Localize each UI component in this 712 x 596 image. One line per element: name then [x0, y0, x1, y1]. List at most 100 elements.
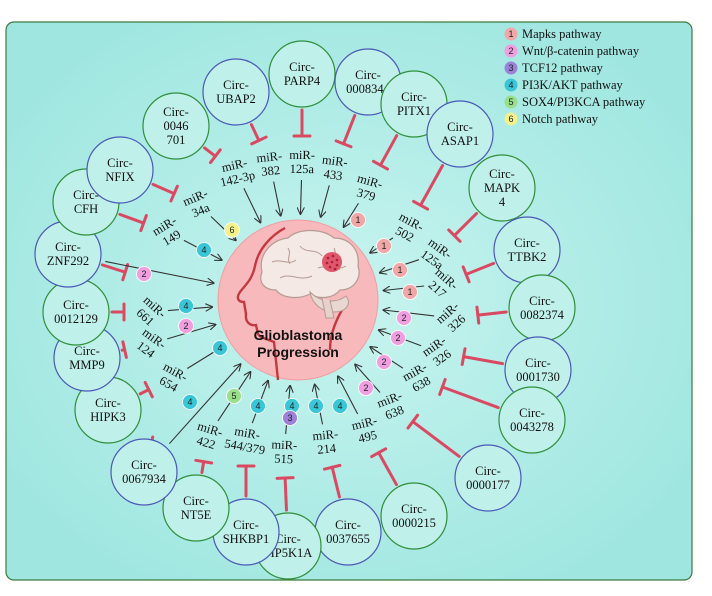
circrna-label: TTBK2: [508, 250, 547, 264]
mirna-label: 125a: [290, 162, 315, 176]
mirna-node: 2: [136, 266, 152, 282]
circrna-node: Circ-0037655: [314, 498, 382, 566]
legend-label: SOX4/PI3KCA pathway: [522, 95, 646, 109]
circrna-label: SHKBP1: [223, 532, 270, 546]
circrna-label: 0000177: [466, 478, 510, 492]
inhibition-bar: [406, 413, 420, 430]
head-back-line: [328, 309, 344, 351]
circrna-label: Circ-: [183, 494, 209, 508]
pathway-badge: 6: [224, 222, 240, 238]
center-label-line2: Progression: [257, 344, 339, 360]
pathway-badge: 1: [350, 212, 366, 228]
pathway-badge-number: 1: [407, 287, 412, 297]
pathway-badge-number: 2: [381, 357, 386, 367]
inhibition-line: [118, 212, 146, 225]
inhibition-line: [464, 261, 496, 276]
circrna-label: 4: [499, 195, 506, 209]
circrna-circle: [110, 438, 178, 506]
circrna-circle: [142, 92, 210, 160]
circrna-label: 0012129: [54, 312, 98, 326]
circrna-circle: [162, 474, 230, 542]
pathway-badge: 4: [308, 398, 324, 414]
circrna-node: Circ-HIPK3: [74, 376, 142, 444]
circrna-label: Circ-: [275, 532, 301, 546]
circrna-node: Circ-0000177: [454, 444, 522, 512]
legend-item: 2 Wnt/β-catenin pathway: [504, 44, 640, 58]
legend: 1 Mapks pathway 2 Wnt/β-catenin pathway 3 TCF…: [504, 27, 646, 126]
pathway-badge: 2: [136, 266, 152, 282]
inhibition-bar: [371, 159, 390, 171]
circrna-circle: [426, 100, 494, 168]
legend-number: 4: [508, 80, 513, 90]
mirna-label: miR-: [350, 413, 378, 433]
circrna-label: MMP9: [69, 358, 104, 372]
circrna-node: Circ-SHKBP1: [212, 498, 280, 566]
inhibition-line: [378, 134, 399, 167]
pathway-badge-number: 1: [355, 215, 360, 225]
inhibition-bar: [475, 305, 481, 325]
circrna-node: Circ-0043278: [498, 386, 566, 454]
mirna-label: 495: [357, 428, 379, 446]
pathway-badge: 2: [396, 310, 412, 326]
circrna-label: 0000215: [392, 516, 436, 530]
circrna-node: Circ-0000215: [380, 482, 448, 550]
circrna-node: Circ-CFH: [52, 168, 120, 236]
circrna-label: ASAP1: [441, 134, 479, 148]
legend-label: Notch pathway: [522, 112, 599, 126]
brain-icon: [260, 229, 360, 319]
pathway-badge: 4: [182, 394, 198, 410]
circrna-label: 0046: [164, 119, 189, 133]
activation-arrow: [105, 260, 213, 283]
pathway-badge-number: 2: [401, 313, 406, 323]
pathway-badge-number: 2: [363, 383, 368, 393]
circrna-node: Circ-NT5E: [162, 474, 230, 542]
circrna-node: Circ-ZNF292: [34, 220, 102, 288]
inhibition-bar: [334, 139, 353, 149]
circrna-circle: [202, 58, 270, 126]
mirna-node: miR-379 1: [350, 171, 384, 228]
legend-number: 3: [508, 63, 513, 73]
pathway-badge-number: 2: [141, 269, 146, 279]
circrna-label: Circ-: [223, 78, 249, 92]
pathway-badge-number: 4: [313, 401, 318, 411]
legend-label: PI3K/AKT pathway: [522, 78, 624, 92]
circrna-label: 0082374: [520, 308, 565, 322]
circrna-node: Circ-0067934: [110, 438, 178, 506]
pathway-badge: 2: [178, 318, 194, 334]
circrna-label: NFIX: [105, 170, 134, 184]
pathway-badge-number: 5: [231, 391, 236, 401]
legend-label: TCF12 pathway: [522, 61, 604, 75]
circrna-label: Circ-: [74, 344, 100, 358]
legend-item: 6 Notch pathway: [504, 112, 599, 126]
inhibition-bar: [370, 447, 388, 459]
circrna-label: Circ-: [163, 105, 189, 119]
pathway-badge-number: 4: [217, 343, 222, 353]
legend-item: 5 SOX4/PI3KCA pathway: [504, 95, 646, 109]
inhibition-bar: [275, 476, 295, 480]
inhibition-line: [377, 451, 398, 487]
pathway-badge-number: 4: [255, 401, 260, 411]
inhibition-line: [100, 263, 127, 274]
pathway-badge-number: 3: [287, 413, 292, 423]
pathway-badge: 4: [212, 340, 228, 356]
inhibition-line: [462, 355, 505, 366]
circ-layer: Circ-PARP4 Circ-0008344Circ-PITX1Circ-ASA…: [34, 40, 576, 580]
circrna-circle: [380, 482, 448, 550]
inhibition-bar: [460, 347, 467, 366]
circrna-label: ZNF292: [47, 254, 89, 268]
activation-arrow: [168, 364, 240, 445]
pathway-badge-number: 4: [289, 401, 294, 411]
pathway-badge: 2: [390, 330, 406, 346]
circrna-label: 0001730: [516, 370, 560, 384]
circrna-label: 0037655: [326, 532, 370, 546]
circrna-node: Circ-0012129: [42, 278, 110, 346]
legend-swatch: [504, 44, 518, 58]
inhibition-bar: [412, 199, 430, 211]
inhibition-line: [411, 420, 461, 458]
circrna-circle: [86, 136, 154, 204]
pathway-badge-number: 2: [395, 333, 400, 343]
